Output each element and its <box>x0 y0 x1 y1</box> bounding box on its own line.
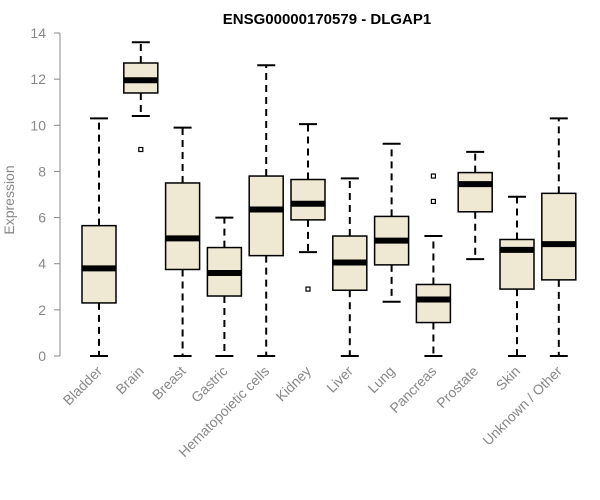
x-label-unknown-other: Unknown / Other <box>479 363 565 449</box>
x-label-skin: Skin <box>493 363 524 394</box>
y-tick-label-4: 4 <box>38 256 46 272</box>
y-tick-label-10: 10 <box>30 117 46 133</box>
boxes-layer <box>81 41 577 357</box>
y-tick-label-6: 6 <box>38 210 46 226</box>
box-kidney <box>290 123 326 292</box>
x-label-bladder: Bladder <box>60 363 106 409</box>
box-pancreas <box>415 173 452 357</box>
y-tick-label-0: 0 <box>38 348 46 364</box>
outlier-point <box>305 286 311 292</box>
iqr-box <box>415 283 452 324</box>
x-label-breast: Breast <box>149 363 189 403</box>
box-hematopoietic-cells <box>248 64 284 357</box>
box-skin <box>499 195 535 357</box>
iqr-box <box>164 182 201 271</box>
box-bladder <box>81 117 117 357</box>
box-unknown-other <box>541 117 577 357</box>
y-tick-label-8: 8 <box>38 163 46 179</box>
box-liver <box>332 177 368 357</box>
y-axis: 0 2 4 6 8 10 12 14 <box>30 25 61 364</box>
outlier-point <box>430 198 436 205</box>
x-label-liver: Liver <box>323 363 356 396</box>
outlier-point <box>138 146 144 153</box>
chart-title: ENSG00000170579 - DLGAP1 <box>223 11 431 28</box>
x-label-lung: Lung <box>364 363 397 396</box>
outlier-point <box>430 173 436 179</box>
box-gastric <box>206 216 243 357</box>
y-tick-label-2: 2 <box>38 302 46 318</box>
iqr-box <box>248 175 284 257</box>
x-label-prostate: Prostate <box>433 363 481 411</box>
iqr-box <box>541 192 577 281</box>
x-label-brain: Brain <box>112 363 146 397</box>
iqr-box <box>81 224 117 304</box>
y-tick-label-12: 12 <box>30 71 46 87</box>
box-brain <box>123 41 159 153</box>
box-prostate <box>457 150 493 261</box>
box-lung <box>373 142 410 303</box>
x-label-kidney: Kidney <box>273 363 315 405</box>
iqr-box <box>457 171 493 213</box>
y-tick-label-14: 14 <box>30 25 46 41</box>
y-axis-label: Expression <box>1 165 17 234</box>
iqr-box <box>290 178 326 221</box>
box-breast <box>164 126 201 357</box>
